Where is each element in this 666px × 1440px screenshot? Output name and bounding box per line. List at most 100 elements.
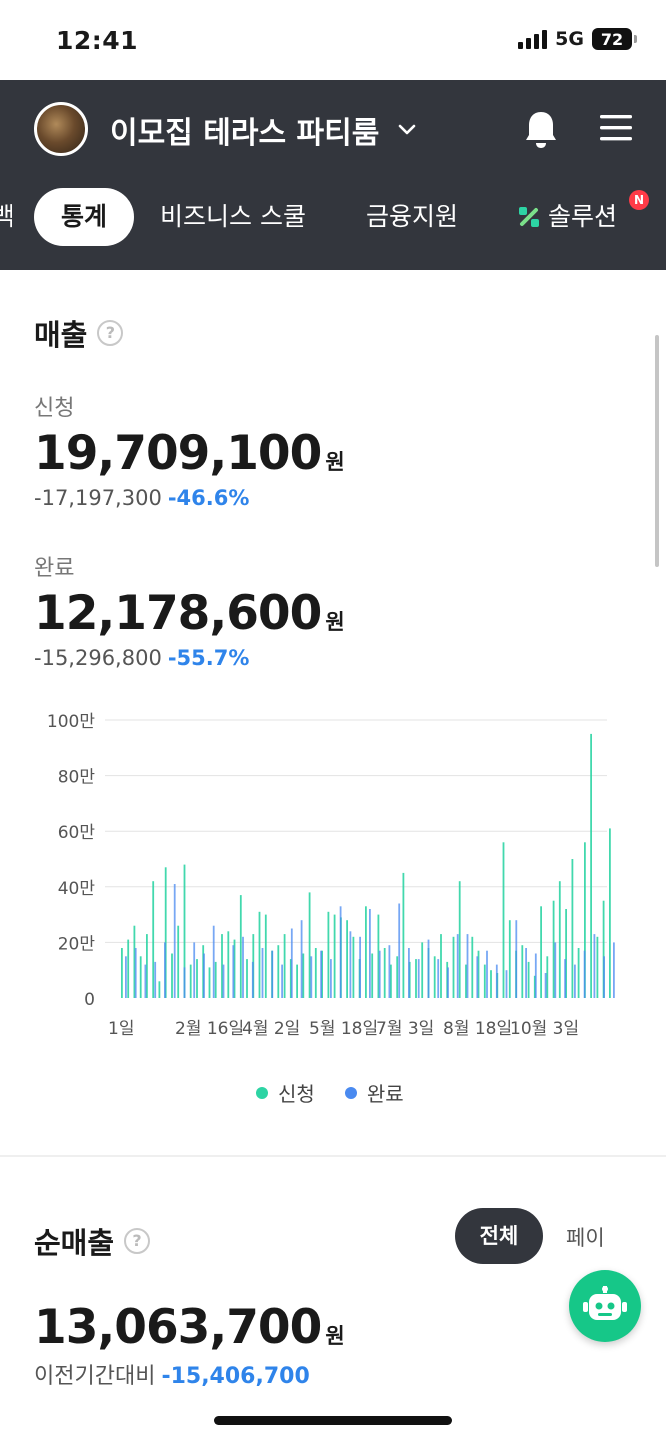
bar-completed xyxy=(495,964,498,998)
completed-label: 완료 xyxy=(34,556,75,581)
bar-completed xyxy=(534,953,537,998)
y-tick-label: 40만 xyxy=(58,879,96,899)
bar-completed xyxy=(388,945,391,998)
bar-completed xyxy=(437,959,440,998)
bar-applied xyxy=(477,950,480,998)
tab-partial[interactable]: 백 xyxy=(0,202,12,231)
bar-completed xyxy=(505,970,508,998)
bar-applied xyxy=(302,953,305,998)
bar-completed xyxy=(330,959,332,998)
status-bar: 12:41 5G 72 xyxy=(0,0,666,80)
tab-solution-label: 솔루션 xyxy=(548,202,618,231)
bar-completed xyxy=(583,950,586,998)
bar-applied xyxy=(452,936,455,998)
store-avatar[interactable] xyxy=(34,102,88,156)
filter-pay-button[interactable]: 페이 xyxy=(566,1226,605,1250)
net-sales-title: 순매출 ? xyxy=(34,1220,151,1262)
bar-completed xyxy=(183,967,186,998)
bar-completed xyxy=(125,956,127,998)
bar-completed xyxy=(398,903,401,998)
bar-applied xyxy=(483,964,486,998)
bar-applied xyxy=(239,895,242,998)
x-tick-label: 4월 2일 xyxy=(242,1019,300,1039)
bar-applied xyxy=(121,948,123,998)
applied-diff: -17,197,300 -46.6% xyxy=(34,486,249,510)
bar-completed xyxy=(603,956,605,998)
bar-applied xyxy=(609,828,611,998)
hamburger-menu-icon[interactable] xyxy=(598,112,634,144)
bar-applied xyxy=(396,956,399,998)
applied-amount-unit: 원 xyxy=(325,450,345,474)
bar-applied xyxy=(139,956,142,998)
bar-completed xyxy=(417,959,420,998)
bar-applied xyxy=(371,953,374,998)
bar-completed xyxy=(261,948,264,998)
bar-completed xyxy=(290,928,293,998)
x-tick-label: 1일 xyxy=(108,1019,134,1039)
x-tick-label: 2월 16일 xyxy=(175,1019,244,1039)
bar-applied xyxy=(246,959,248,998)
help-icon[interactable]: ? xyxy=(124,1228,151,1254)
bar-applied xyxy=(183,864,186,998)
bar-applied xyxy=(233,939,236,998)
bar-applied xyxy=(321,950,323,998)
net-sales-amount-value: 13,063,700 xyxy=(34,1300,322,1355)
tab-financial-support[interactable]: 금융지원 xyxy=(366,202,459,231)
bar-applied xyxy=(602,900,605,998)
bar-completed xyxy=(310,956,313,998)
bar-completed xyxy=(320,950,322,998)
applied-diff-value: -17,197,300 xyxy=(34,486,162,510)
filter-all-button[interactable]: 전체 xyxy=(455,1208,543,1264)
bar-completed xyxy=(593,934,596,998)
bar-applied xyxy=(277,945,280,998)
help-icon[interactable]: ? xyxy=(97,320,124,346)
bar-completed xyxy=(466,934,469,998)
store-name[interactable]: 이모집 테라스 파티룸 xyxy=(110,116,380,151)
bar-applied xyxy=(127,939,130,998)
bar-applied xyxy=(152,881,155,998)
tab-business-school[interactable]: 비즈니스 스쿨 xyxy=(160,202,306,231)
bar-applied xyxy=(346,920,348,998)
bar-applied xyxy=(365,906,367,998)
network-type: 5G xyxy=(555,28,584,50)
bar-completed xyxy=(154,961,157,998)
bar-completed xyxy=(271,950,274,998)
completed-diff-value: -15,296,800 xyxy=(34,646,162,670)
robot-icon xyxy=(583,1286,627,1320)
bar-applied xyxy=(415,959,417,998)
bar-completed xyxy=(242,936,244,998)
bar-completed xyxy=(456,934,459,998)
legend-dot-applied xyxy=(256,1086,268,1099)
bar-applied xyxy=(327,911,330,998)
bar-applied xyxy=(390,964,392,998)
legend-completed-label: 완료 xyxy=(366,1082,404,1106)
bar-completed xyxy=(251,961,254,998)
bar-applied xyxy=(552,900,555,998)
y-tick-label: 60만 xyxy=(58,823,96,843)
completed-amount-unit: 원 xyxy=(325,610,345,634)
tab-statistics[interactable]: 통계 xyxy=(34,188,134,246)
tab-solution[interactable]: 솔루션 xyxy=(516,188,617,246)
chevron-down-icon[interactable] xyxy=(396,118,418,140)
bar-completed xyxy=(515,920,518,998)
chatbot-button[interactable] xyxy=(569,1270,641,1342)
x-tick-label: 7월 3일 xyxy=(376,1019,434,1039)
net-sales-amount-unit: 원 xyxy=(325,1324,345,1348)
completed-amount: 12,178,600 원 xyxy=(34,586,345,641)
bar-applied xyxy=(208,967,211,998)
bar-applied xyxy=(296,964,298,998)
completed-diff-pct: -55.7% xyxy=(167,646,250,670)
bar-completed xyxy=(525,948,527,998)
legend-applied[interactable]: 신청 xyxy=(256,1078,315,1107)
bar-completed xyxy=(134,948,137,998)
bar-completed xyxy=(349,931,352,998)
bar-applied xyxy=(540,906,542,998)
bar-completed xyxy=(408,948,410,998)
scrollbar[interactable] xyxy=(655,335,659,567)
bar-completed xyxy=(222,964,225,998)
legend-completed[interactable]: 완료 xyxy=(344,1078,404,1107)
bar-applied xyxy=(227,931,230,998)
net-sales-compare-value: -15,406,700 xyxy=(161,1364,310,1389)
bell-icon[interactable] xyxy=(522,108,560,150)
bar-applied xyxy=(289,959,292,998)
